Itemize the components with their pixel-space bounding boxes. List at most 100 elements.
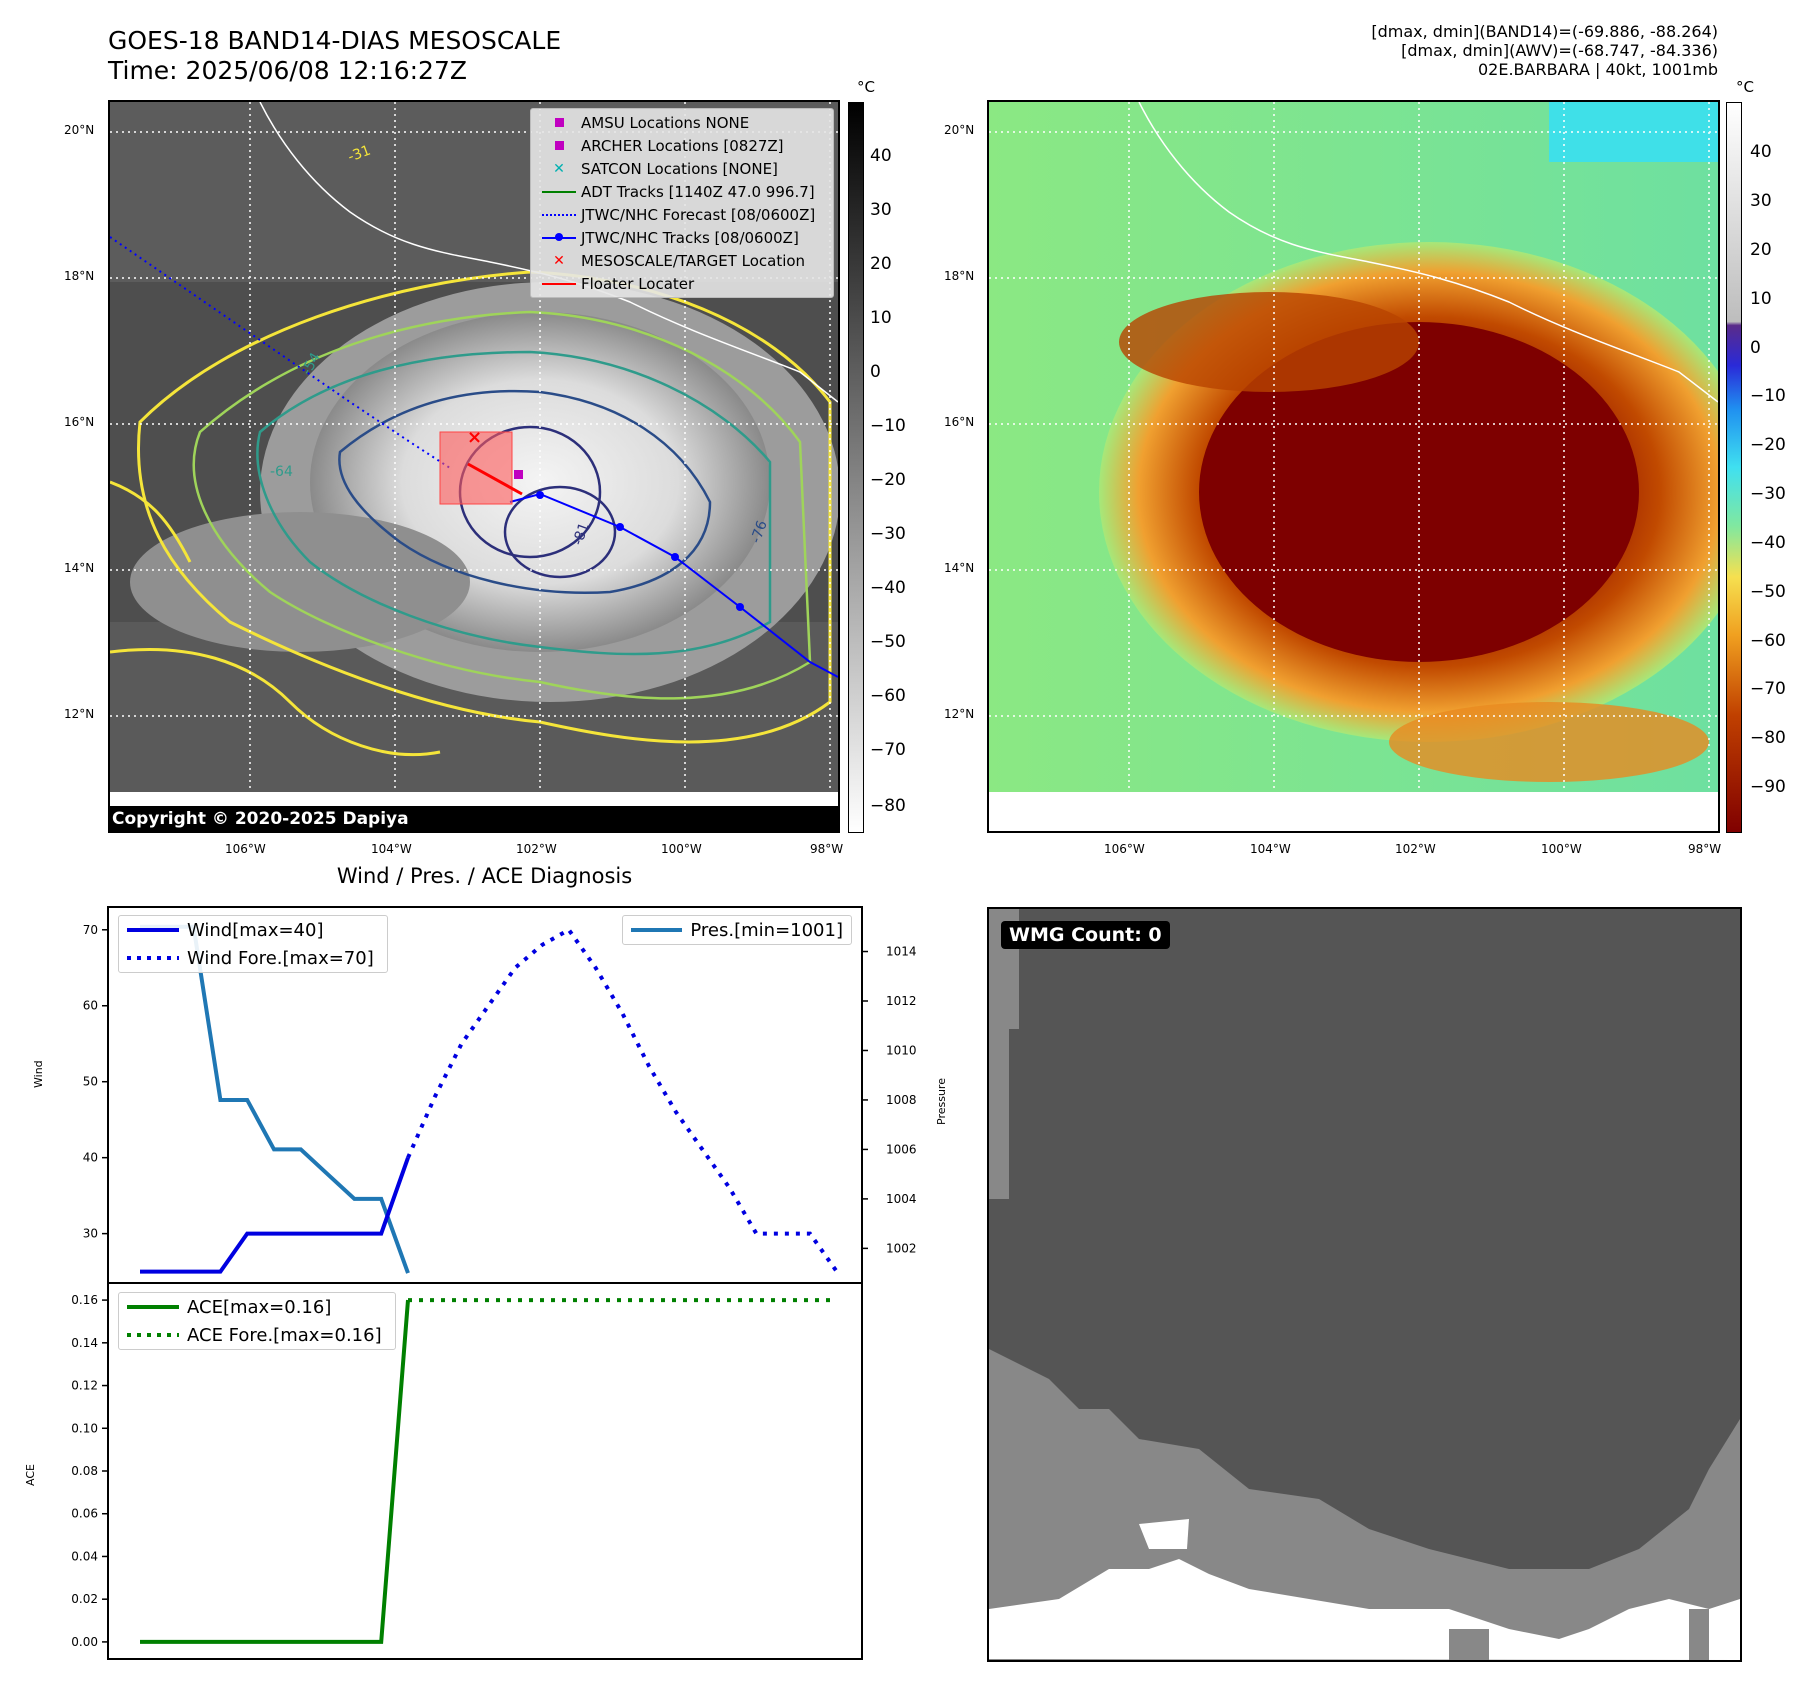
- cbar-left-tick: 40: [870, 146, 892, 166]
- wind-tick-label: 50: [83, 1075, 98, 1089]
- copyright-text: Copyright © 2020-2025 Dapiya: [110, 806, 838, 831]
- dotted-line-icon: [127, 1333, 179, 1337]
- ace-tick-label: 0.10: [71, 1421, 98, 1435]
- wind-tick-label: 70: [83, 923, 98, 937]
- lon-label-104w: 104°W: [371, 842, 412, 856]
- wind-tick-label: 30: [83, 1227, 98, 1241]
- pressure-tick-label: 1008: [886, 1093, 917, 1107]
- legend-item: ARCHER Locations [0827Z]: [531, 134, 833, 157]
- legend-label: MESOSCALE/TARGET Location: [581, 251, 806, 270]
- lon-label-106w: 106°W: [1104, 842, 1145, 856]
- pressure-tick-label: 1012: [886, 994, 917, 1008]
- cbar-right-tick: 40: [1750, 142, 1772, 162]
- legend-item: ✕ SATCON Locations [NONE]: [531, 157, 833, 180]
- wmg-image: [989, 909, 1740, 1660]
- wind-legend: Wind[max=40] Wind Fore.[max=70]: [118, 915, 388, 973]
- legend-label: ACE Fore.[max=0.16]: [187, 1324, 382, 1346]
- title-line-1: GOES-18 BAND14-DIAS MESOSCALE: [108, 26, 562, 55]
- ace-tick-label: 0.02: [71, 1592, 98, 1606]
- cbar-right-tick: 10: [1750, 289, 1772, 309]
- cbar-left-tick: −70: [870, 740, 906, 760]
- lat-label-18n: 18°N: [944, 269, 975, 283]
- legend-item: Pres.[min=1001]: [623, 916, 851, 944]
- cbar-right-tick: −60: [1750, 631, 1786, 651]
- figure-title: GOES-18 BAND14-DIAS MESOSCALE Time: 2025…: [108, 26, 561, 86]
- square-icon: [537, 118, 581, 127]
- svg-text:×: ×: [467, 427, 482, 448]
- legend-label: Wind Fore.[max=70]: [187, 947, 374, 969]
- lat-label-18n: 18°N: [64, 269, 95, 283]
- wmg-count-badge: WMG Count: 0: [1001, 921, 1170, 949]
- diagnosis-chart: 30 40 50 60 70 1002 1004 1006 1008 1010 1012 1014 0.…: [71, 906, 917, 1660]
- cbar-right-tick: 0: [1750, 338, 1761, 358]
- cbar-right-tick: −30: [1750, 484, 1786, 504]
- cbar-left-tick: −10: [870, 416, 906, 436]
- lon-label-102w: 102°W: [516, 842, 557, 856]
- square-icon: [537, 141, 581, 150]
- lon-label-100w: 100°W: [661, 842, 702, 856]
- info-line-2: [dmax, dmin](AWV)=(-68.747, -84.336): [1401, 41, 1718, 60]
- legend-label: SATCON Locations [NONE]: [581, 159, 778, 178]
- cbar-left-tick: −20: [870, 470, 906, 490]
- info-line-3: 02E.BARBARA | 40kt, 1001mb: [1477, 60, 1718, 79]
- solid-line-icon: [127, 928, 179, 932]
- pressure-tick-label: 1002: [886, 1241, 917, 1255]
- legend-label: JTWC/NHC Tracks [08/0600Z]: [581, 228, 799, 247]
- legend-item: JTWC/NHC Tracks [08/0600Z]: [531, 226, 833, 249]
- legend-item: Floater Locater: [531, 272, 833, 295]
- lat-label-12n: 12°N: [944, 707, 975, 721]
- legend-item: Wind Fore.[max=70]: [119, 944, 387, 972]
- legend-item: ACE Fore.[max=0.16]: [119, 1321, 395, 1349]
- ace-tick-label: 0.08: [71, 1464, 98, 1478]
- ace-tick-label: 0.06: [71, 1507, 98, 1521]
- x-icon: ✕: [553, 252, 565, 269]
- legend-label: JTWC/NHC Forecast [08/0600Z]: [581, 205, 816, 224]
- lat-label-20n: 20°N: [944, 123, 975, 137]
- lon-label-102w: 102°W: [1395, 842, 1436, 856]
- cbar-left-tick: −50: [870, 632, 906, 652]
- ace-tick-label: 0.04: [71, 1549, 98, 1563]
- legend-item: AMSU Locations NONE: [531, 111, 833, 134]
- pressure-tick-label: 1010: [886, 1043, 917, 1057]
- cbar-left-tick: 0: [870, 362, 881, 382]
- ace-tick-label: 0.16: [71, 1293, 98, 1307]
- cbar-right-tick: −10: [1750, 386, 1786, 406]
- x-icon: ✕: [553, 160, 565, 177]
- colorbar-left-unit: °C: [857, 78, 875, 96]
- contour-label-3: -64: [270, 464, 293, 480]
- ace-line: [140, 1299, 410, 1644]
- lon-label-104w: 104°W: [1250, 842, 1291, 856]
- cbar-left-tick: 10: [870, 308, 892, 328]
- cbar-right-tick: −20: [1750, 435, 1786, 455]
- legend-item: ACE[max=0.16]: [119, 1293, 395, 1321]
- legend-item: ✕ MESOSCALE/TARGET Location: [531, 249, 833, 272]
- lon-label-98w: 98°W: [810, 842, 844, 856]
- cbar-right-tick: 20: [1750, 240, 1772, 260]
- pressure-tick-label: 1004: [886, 1192, 917, 1206]
- legend-item: ADT Tracks [1140Z 47.0 996.7]: [531, 180, 833, 203]
- legend-item: JTWC/NHC Forecast [08/0600Z]: [531, 203, 833, 226]
- awv-map-image: [989, 102, 1718, 831]
- lat-label-16n: 16°N: [944, 415, 975, 429]
- map-legend: AMSU Locations NONE ARCHER Locations [08…: [530, 108, 834, 298]
- cbar-left-tick: −60: [870, 686, 906, 706]
- ace-tick-label: 0.14: [71, 1336, 98, 1350]
- cbar-right-tick: −70: [1750, 679, 1786, 699]
- legend-label: Wind[max=40]: [187, 919, 324, 941]
- cbar-left-tick: −80: [870, 796, 906, 816]
- ace-tick-label: 0.00: [71, 1635, 98, 1649]
- cbar-left-tick: −40: [870, 578, 906, 598]
- cbar-right-tick: 30: [1750, 191, 1772, 211]
- lon-label-100w: 100°W: [1541, 842, 1582, 856]
- colorbar-right-unit: °C: [1736, 78, 1754, 96]
- legend-label: AMSU Locations NONE: [581, 113, 750, 132]
- pressure-legend: Pres.[min=1001]: [622, 915, 852, 945]
- legend-label: ADT Tracks [1140Z 47.0 996.7]: [581, 182, 815, 201]
- cbar-left-tick: −30: [870, 524, 906, 544]
- solid-line-icon: [631, 928, 683, 932]
- line-icon: [537, 282, 581, 285]
- title-line-2: Time: 2025/06/08 12:16:27Z: [108, 56, 467, 85]
- awv-map-panel: [987, 100, 1720, 833]
- ace-legend: ACE[max=0.16] ACE Fore.[max=0.16]: [118, 1292, 396, 1350]
- pressure-line: [140, 924, 410, 1274]
